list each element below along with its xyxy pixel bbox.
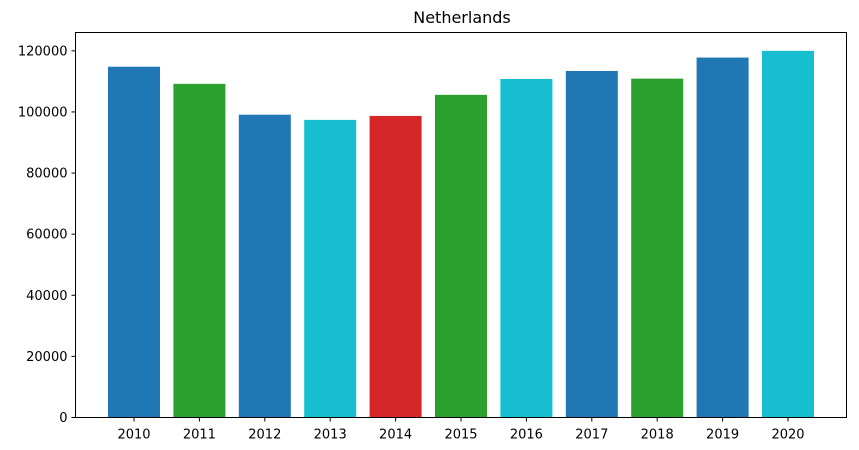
x-tick-label: 2014	[379, 428, 412, 443]
x-tick-label: 2020	[771, 428, 804, 443]
bar-2020	[762, 50, 814, 418]
bar-2015	[435, 94, 487, 418]
plot-frame	[75, 32, 847, 418]
bar-2014	[369, 115, 422, 418]
y-tick-label: 120000	[18, 44, 68, 59]
bar-2019	[696, 57, 749, 418]
bar-2012	[238, 114, 291, 418]
x-tick-label: 2012	[248, 428, 281, 443]
bars-layer	[108, 50, 814, 418]
y-tick-label: 100000	[18, 105, 68, 120]
y-tick-label: 80000	[26, 167, 67, 182]
bar-2016	[500, 78, 553, 418]
bar-2010	[108, 66, 160, 418]
x-axis: 2010 2011 2012 2013 2014 2015 2016 2017 2018 2019…	[117, 417, 805, 443]
y-tick-label: 0	[59, 411, 67, 426]
y-tick-label: 60000	[26, 228, 67, 243]
chart-title: Netherlands	[413, 8, 511, 27]
bar-2017	[565, 71, 618, 418]
y-axis: 0 20000 40000 60000 80000 100000 120000	[18, 44, 76, 426]
x-tick-label: 2016	[510, 428, 543, 443]
x-tick-label: 2019	[706, 428, 739, 443]
x-tick-label: 2013	[314, 428, 347, 443]
bar-2011	[173, 83, 226, 418]
y-tick-label: 40000	[26, 289, 67, 304]
bar-2018	[631, 78, 684, 418]
x-tick-label: 2017	[575, 428, 608, 443]
x-tick-label: 2011	[183, 428, 216, 443]
bar-2013	[304, 119, 357, 418]
x-tick-label: 2018	[641, 428, 674, 443]
x-tick-label: 2015	[444, 428, 477, 443]
x-tick-label: 2010	[117, 428, 150, 443]
y-tick-label: 20000	[26, 350, 67, 365]
